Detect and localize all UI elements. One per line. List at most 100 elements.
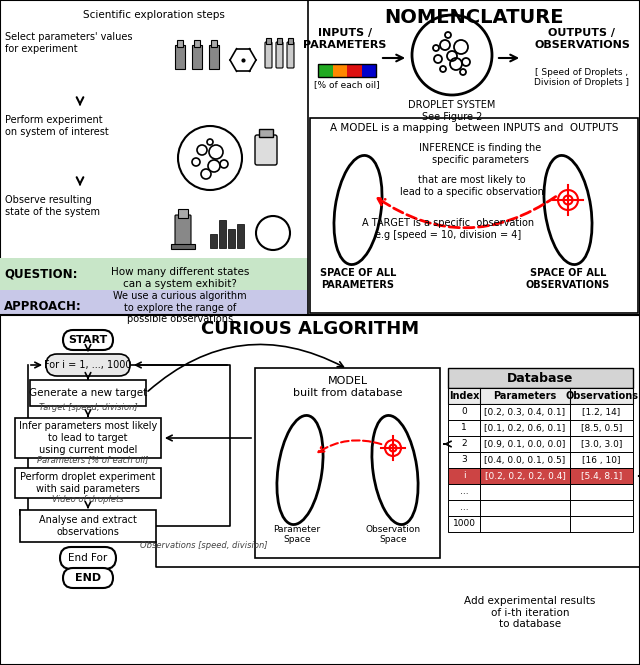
Text: INFERENCE is finding the
specific parameters: INFERENCE is finding the specific parame… — [419, 143, 541, 165]
Bar — [318, 64, 376, 77]
Bar — [0, 290, 308, 315]
Bar — [266, 38, 271, 44]
Text: [16 , 10]: [16 , 10] — [582, 456, 621, 464]
Text: Video of droplets: Video of droplets — [52, 495, 124, 505]
Bar — [448, 500, 633, 516]
Bar — [255, 368, 440, 558]
Text: DROPLET SYSTEM
See Figure 2: DROPLET SYSTEM See Figure 2 — [408, 100, 496, 122]
Text: 1: 1 — [461, 424, 467, 432]
Bar — [211, 40, 217, 47]
Text: Add experimental results
of i-th iteration
to database: Add experimental results of i-th iterati… — [464, 596, 596, 629]
Text: We use a curious algorithm
to explore the range of
possible observations: We use a curious algorithm to explore th… — [113, 291, 247, 325]
Bar — [20, 510, 156, 542]
Bar — [210, 234, 217, 248]
Bar — [448, 388, 633, 404]
Bar — [347, 64, 362, 77]
Text: Parameters: Parameters — [493, 391, 557, 401]
Text: Observations: Observations — [565, 391, 638, 401]
FancyBboxPatch shape — [255, 135, 277, 165]
Text: 1000: 1000 — [452, 519, 476, 529]
Text: A MODEL is a mapping  between INPUTS and  OUTPUTS: A MODEL is a mapping between INPUTS and … — [330, 123, 618, 133]
Bar — [209, 45, 219, 69]
Text: Perform droplet experiment
with said parameters: Perform droplet experiment with said par… — [20, 472, 156, 494]
Text: [3.0, 3.0]: [3.0, 3.0] — [581, 440, 622, 448]
Text: INPUTS /
PARAMETERS: INPUTS / PARAMETERS — [303, 28, 387, 50]
Text: SPACE OF ALL
OBSERVATIONS: SPACE OF ALL OBSERVATIONS — [526, 268, 610, 289]
Bar — [171, 244, 195, 249]
Text: Database: Database — [508, 372, 573, 384]
Text: [1.2, 14]: [1.2, 14] — [582, 408, 621, 416]
Text: OUTPUTS /
OBSERVATIONS: OUTPUTS / OBSERVATIONS — [534, 28, 630, 50]
Text: Parameters [% of each oil]: Parameters [% of each oil] — [37, 456, 148, 464]
Text: ...: ... — [460, 487, 468, 497]
Bar — [448, 484, 633, 500]
Text: [0.2, 0.2, 0.2, 0.4]: [0.2, 0.2, 0.2, 0.4] — [484, 471, 565, 481]
Bar — [194, 40, 200, 47]
Text: [5.4, 8.1]: [5.4, 8.1] — [581, 471, 622, 481]
Bar — [192, 45, 202, 69]
Text: CURIOUS ALGORITHM: CURIOUS ALGORITHM — [201, 320, 419, 338]
Text: [8.5, 0.5]: [8.5, 0.5] — [581, 424, 622, 432]
Text: [0.1, 0.2, 0.6, 0.1]: [0.1, 0.2, 0.6, 0.1] — [484, 424, 566, 432]
Text: that are most likely to
lead to a specific observation: that are most likely to lead to a specif… — [400, 175, 544, 197]
Bar — [237, 224, 244, 248]
FancyBboxPatch shape — [63, 568, 113, 588]
Bar — [448, 420, 633, 436]
Bar — [448, 516, 633, 532]
Text: SPACE OF ALL
PARAMETERS: SPACE OF ALL PARAMETERS — [320, 268, 396, 289]
FancyBboxPatch shape — [265, 42, 272, 68]
Text: Target [speed, division]: Target [speed, division] — [38, 404, 138, 412]
Bar — [288, 38, 293, 44]
Text: Analyse and extract
observations: Analyse and extract observations — [39, 515, 137, 537]
FancyBboxPatch shape — [46, 354, 130, 376]
Bar — [15, 418, 161, 458]
Text: Observations [speed, division]: Observations [speed, division] — [140, 541, 268, 549]
Text: Generate a new target: Generate a new target — [29, 388, 147, 398]
Text: Infer parameters most likely
to lead to target
using current model: Infer parameters most likely to lead to … — [19, 422, 157, 455]
Text: MODEL
built from database: MODEL built from database — [292, 376, 403, 398]
Text: [ Speed of Droplets ,
Division of Droplets ]: [ Speed of Droplets , Division of Drople… — [534, 68, 630, 87]
Text: Perform experiment
on system of interest: Perform experiment on system of interest — [5, 115, 109, 136]
Bar — [448, 468, 633, 484]
Bar — [277, 38, 282, 44]
Text: NOMENCLATURE: NOMENCLATURE — [384, 8, 564, 27]
Bar — [219, 220, 226, 248]
Bar — [333, 64, 347, 77]
Bar — [175, 45, 185, 69]
Text: For i = 1, ..., 1000: For i = 1, ..., 1000 — [44, 360, 132, 370]
Text: i: i — [463, 471, 465, 481]
Text: 2: 2 — [461, 440, 467, 448]
Bar — [362, 64, 376, 77]
Text: Index: Index — [449, 391, 479, 401]
Bar — [448, 436, 633, 452]
Text: Select parameters' values
for experiment: Select parameters' values for experiment — [5, 32, 132, 54]
Text: Observation
Space: Observation Space — [365, 525, 420, 545]
Text: ...: ... — [460, 503, 468, 513]
Text: [0.9, 0.1, 0.0, 0.0]: [0.9, 0.1, 0.0, 0.0] — [484, 440, 566, 448]
FancyBboxPatch shape — [276, 42, 283, 68]
Text: A TARGET is a specific  observation
e.g [speed = 10, division = 4]: A TARGET is a specific observation e.g [… — [362, 218, 534, 239]
Bar — [228, 229, 235, 248]
Bar — [448, 404, 633, 420]
Text: [0.4, 0.0, 0.1, 0.5]: [0.4, 0.0, 0.1, 0.5] — [484, 456, 566, 464]
Bar — [0, 258, 308, 290]
Bar — [448, 452, 633, 468]
Bar — [178, 209, 188, 218]
Text: END: END — [75, 573, 101, 583]
Text: 3: 3 — [461, 456, 467, 464]
Bar — [177, 40, 183, 47]
Bar — [310, 118, 638, 313]
Bar — [259, 129, 273, 137]
Bar — [448, 368, 633, 388]
Text: QUESTION:: QUESTION: — [4, 267, 77, 281]
Text: Parameter
Space: Parameter Space — [273, 525, 321, 545]
FancyBboxPatch shape — [60, 547, 116, 569]
FancyBboxPatch shape — [287, 42, 294, 68]
FancyBboxPatch shape — [175, 215, 191, 247]
Text: APPROACH:: APPROACH: — [4, 300, 82, 313]
Text: Observe resulting
state of the system: Observe resulting state of the system — [5, 195, 100, 217]
Text: End For: End For — [68, 553, 108, 563]
Bar — [318, 64, 333, 77]
Bar — [15, 468, 161, 498]
Text: [% of each oil]: [% of each oil] — [314, 80, 380, 89]
